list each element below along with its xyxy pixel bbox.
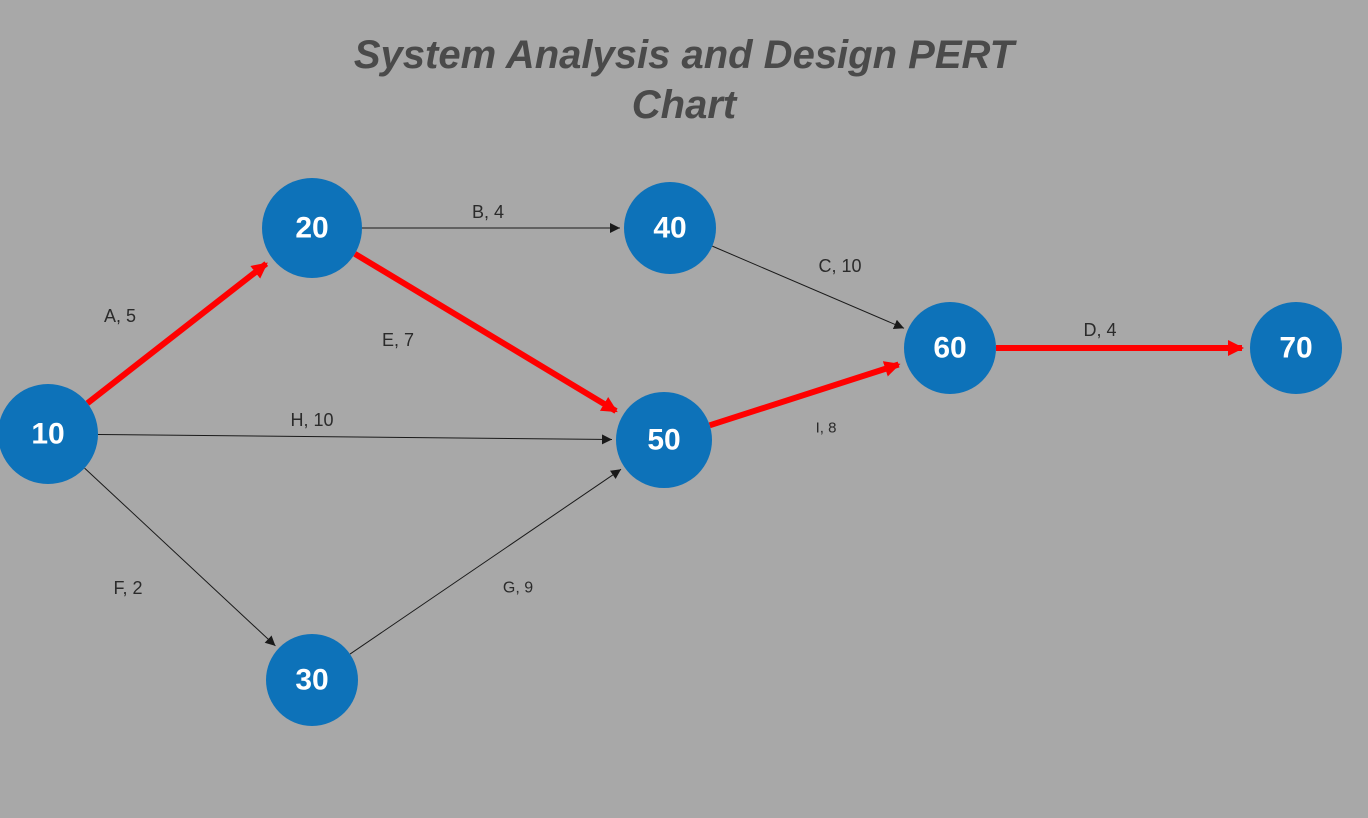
node-10: 10 (0, 384, 98, 484)
edge-label-E: E, 7 (382, 330, 414, 350)
edge-label-D: D, 4 (1083, 320, 1116, 340)
edge-G (350, 469, 621, 654)
node-60: 60 (904, 302, 996, 394)
edge-I (710, 365, 899, 426)
node-20: 20 (262, 178, 362, 278)
edge-label-H: H, 10 (290, 410, 333, 430)
edge-label-G: G, 9 (503, 580, 533, 597)
node-label-30: 30 (295, 664, 328, 697)
edge-F (85, 468, 276, 646)
node-label-50: 50 (647, 424, 680, 457)
edge-H (98, 434, 612, 439)
pert-chart: A, 5 B, 4 C, 10 D, 4 E, 7 F, 2 G, 9 H, 10 I, 8 1… (0, 0, 1368, 818)
node-50: 50 (616, 392, 712, 488)
edge-label-C: C, 10 (818, 256, 861, 276)
node-label-20: 20 (295, 212, 328, 245)
edge-label-I: I, 8 (816, 420, 837, 437)
node-30: 30 (266, 634, 358, 726)
node-label-10: 10 (31, 418, 64, 451)
edge-A (87, 264, 266, 404)
edge-label-B: B, 4 (472, 202, 504, 222)
node-label-70: 70 (1279, 332, 1312, 365)
node-40: 40 (624, 182, 716, 274)
node-label-40: 40 (653, 212, 686, 245)
node-70: 70 (1250, 302, 1342, 394)
edge-C (712, 246, 904, 328)
edge-label-F: F, 2 (113, 578, 142, 598)
edge-label-A: A, 5 (104, 306, 136, 326)
node-label-60: 60 (933, 332, 966, 365)
